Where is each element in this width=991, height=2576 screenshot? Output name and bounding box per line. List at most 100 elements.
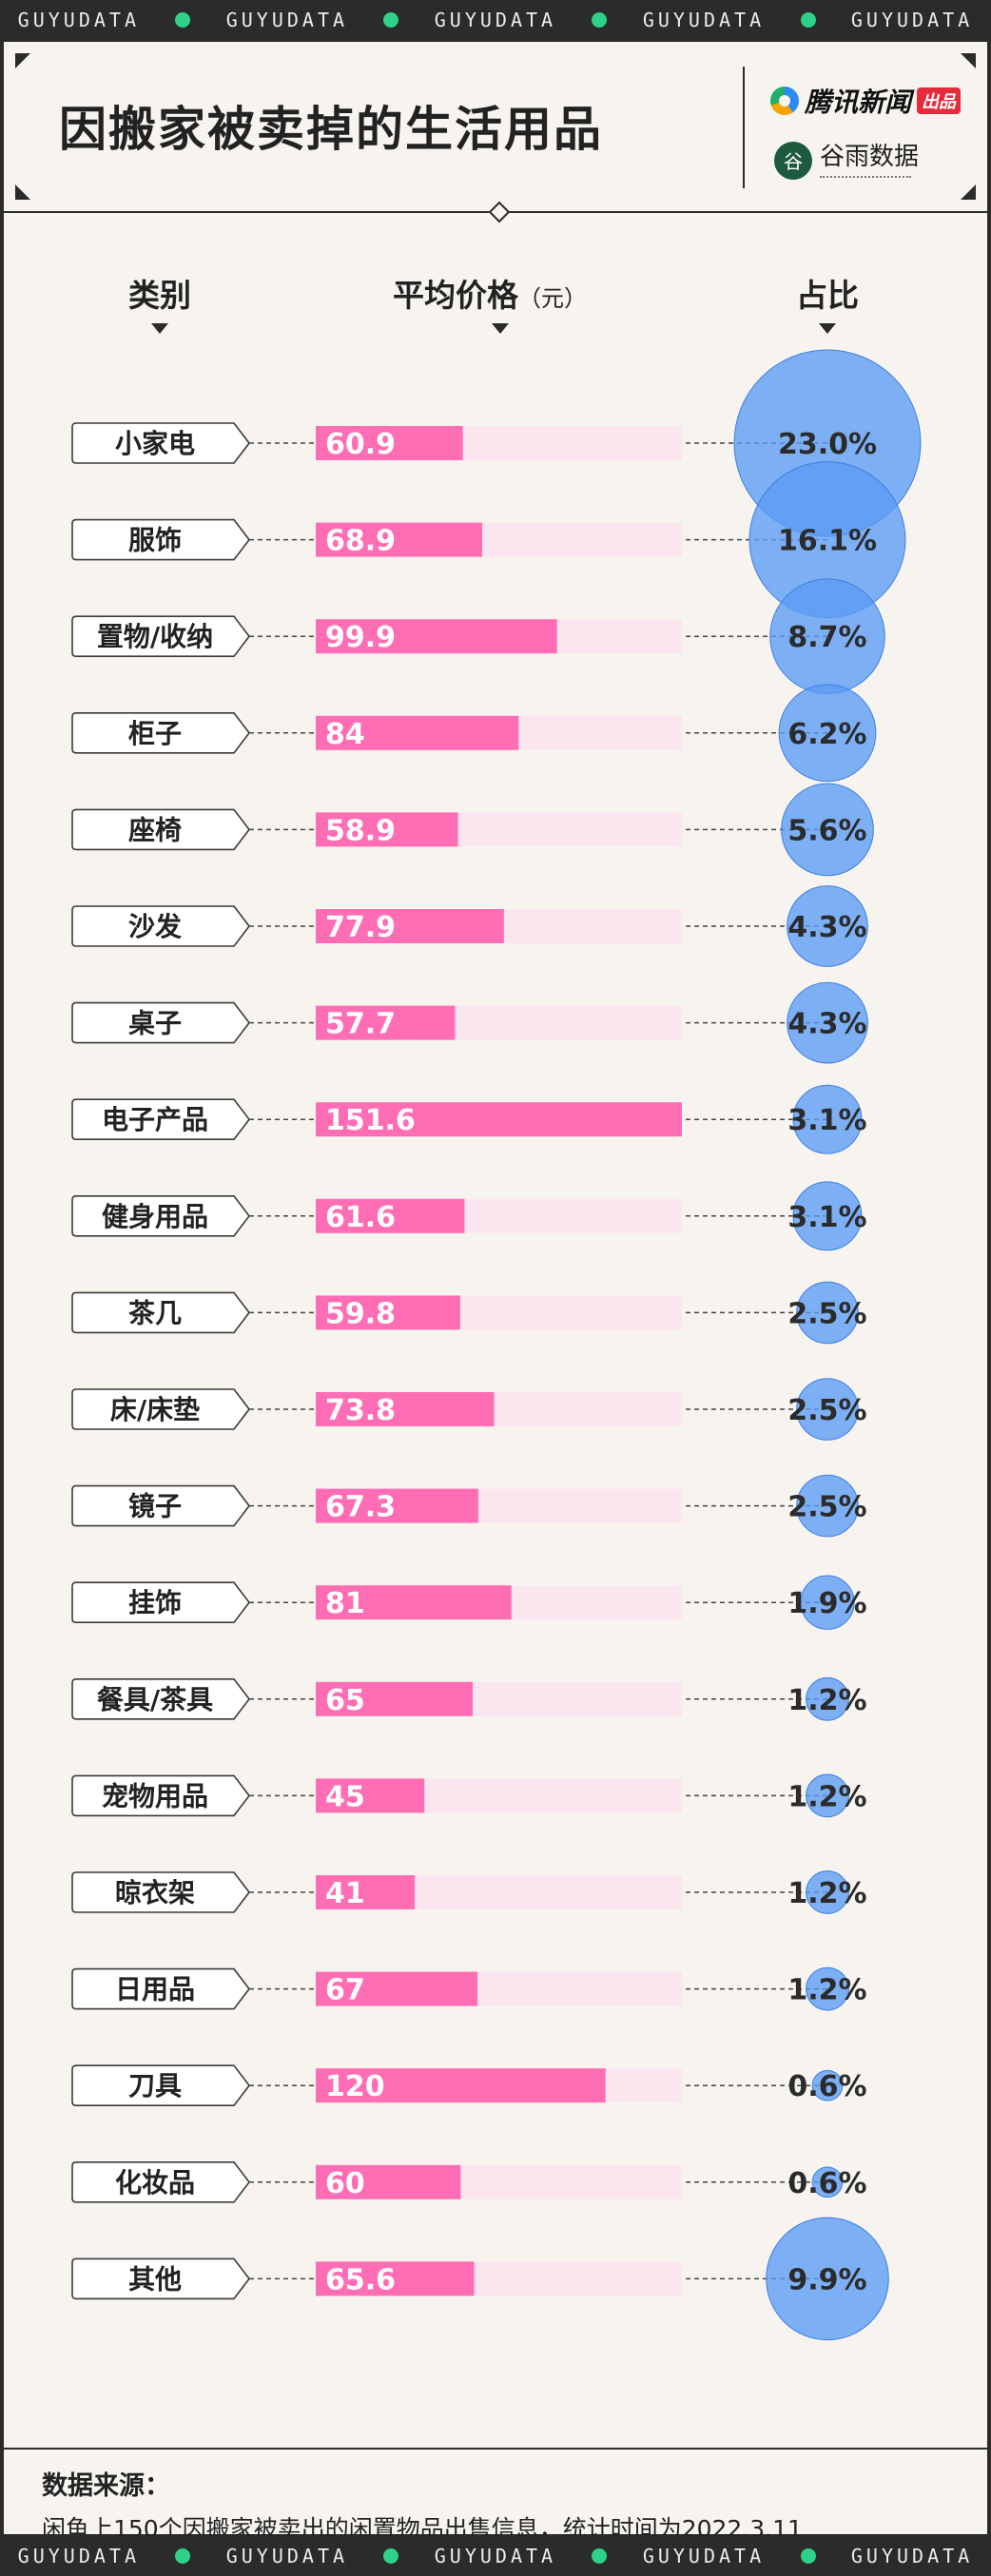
- category-label: 日用品: [115, 1974, 195, 2005]
- share-label: 16.1%: [778, 525, 877, 558]
- share-label: 0.6%: [787, 2070, 866, 2103]
- share-label: 8.7%: [787, 621, 866, 654]
- column-header-category: 类别: [128, 277, 191, 314]
- chart: 小家电服饰置物/收纳柜子座椅沙发桌子电子产品健身用品茶几床/床垫镜子挂饰餐具/茶…: [71, 349, 922, 2341]
- ribbon-dot: [800, 12, 816, 28]
- category-tags: 小家电服饰置物/收纳柜子座椅沙发桌子电子产品健身用品茶几床/床垫镜子挂饰餐具/茶…: [71, 422, 251, 2300]
- column-header-price: 平均价格（元）: [393, 277, 587, 314]
- category-tag: [71, 1678, 251, 1720]
- share-bubble: [787, 885, 868, 967]
- category-tag: [71, 712, 251, 754]
- price-label: 59.8: [325, 1297, 396, 1330]
- ribbon-dot: [800, 2548, 816, 2564]
- price-bar: [316, 1198, 465, 1233]
- category-tag: [71, 1871, 251, 1913]
- share-label: 2.5%: [787, 1491, 866, 1524]
- category-label: 化妆品: [115, 2167, 195, 2198]
- ribbon-dot: [383, 12, 399, 28]
- ribbon-item: GUYUDATA: [642, 2545, 766, 2567]
- category-tag: [71, 1001, 251, 1044]
- price-label: 73.8: [325, 1394, 396, 1427]
- share-label: 3.1%: [787, 1201, 866, 1234]
- price-bars: 60.9 68.9 99.9 84 58.9 77.9 57.7 151.6 61.6 59.8 7…: [316, 426, 682, 2296]
- ribbon-item: GUYUDATA: [225, 9, 349, 31]
- price-bar: [316, 1681, 474, 1716]
- share-bubble: [806, 1966, 849, 2011]
- ribbon-dot: [592, 2548, 608, 2564]
- category-label: 服饰: [128, 525, 182, 556]
- brand2-name: 谷雨数据: [820, 143, 920, 171]
- price-label: 45: [325, 1780, 365, 1813]
- tencent-news-logo-icon: [770, 87, 799, 115]
- share-label: 1.2%: [787, 1684, 866, 1717]
- guyu-data-brand: 谷 谷雨数据: [774, 137, 919, 184]
- category-label: 沙发: [128, 911, 182, 942]
- ribbon-item: GUYUDATA: [434, 2545, 557, 2567]
- category-label: 其他: [128, 2263, 182, 2295]
- ribbon-item: GUYUDATA: [850, 9, 974, 31]
- arrow-down-icon: [492, 323, 509, 334]
- category-label: 晾衣架: [115, 1877, 195, 1908]
- top-ribbon: GUYUDATA GUYUDATA GUYUDATA GUYUDATA GUYU…: [0, 0, 991, 40]
- category-label: 宠物用品: [102, 1780, 208, 1811]
- price-unit: （元）: [518, 285, 587, 312]
- price-label: 65.6: [325, 2263, 396, 2296]
- page-title: 因搬家被卖掉的生活用品: [59, 102, 603, 157]
- brand1-name: 腾讯新闻: [805, 87, 912, 118]
- category-tag: [71, 808, 251, 851]
- share-label: 5.6%: [787, 814, 866, 847]
- price-bar: [316, 426, 463, 460]
- price-bar: [316, 522, 482, 557]
- ribbon-dot: [592, 12, 608, 28]
- brand1-tag: 出品: [917, 87, 962, 114]
- share-label: 1.2%: [787, 1877, 866, 1910]
- category-tag: [71, 1967, 251, 2010]
- share-bubble: [796, 1281, 859, 1345]
- ribbon-item: GUYUDATA: [17, 2545, 140, 2567]
- category-label: 小家电: [115, 428, 195, 459]
- price-bar: [316, 1005, 456, 1040]
- share-bubble: [778, 684, 877, 783]
- category-tag: [71, 2064, 251, 2106]
- price-label: 84: [325, 718, 365, 751]
- share-bubble: [811, 2069, 844, 2101]
- share-bubble: [792, 1084, 863, 1154]
- poster-frame: 因搬家被卖掉的生活用品 腾讯新闻 出品 谷 谷雨数据 类别 平均价格（元） 占比…: [2, 40, 989, 2543]
- brand2-subline: [820, 176, 911, 184]
- share-bubble: [800, 1575, 855, 1630]
- price-bar: [316, 1102, 682, 1137]
- price-label: 151.6: [325, 1104, 416, 1137]
- price-label: 77.9: [325, 911, 396, 944]
- category-label: 床/床垫: [110, 1394, 200, 1425]
- arrow-down-icon: [151, 323, 168, 334]
- category-label: 镜子: [128, 1491, 182, 1522]
- category-label: 健身用品: [102, 1201, 208, 1232]
- price-bar: [316, 1585, 512, 1620]
- corner-mark: [961, 53, 976, 68]
- share-label: 4.3%: [787, 1008, 866, 1041]
- share-bubbles: [733, 349, 922, 2341]
- share-bubble: [766, 2217, 889, 2341]
- price-bar: [316, 619, 557, 654]
- share-bubble: [806, 1676, 849, 1721]
- category-tag: [71, 518, 251, 561]
- price-label: 60.9: [325, 428, 396, 461]
- category-tag: [71, 2161, 251, 2203]
- ribbon-dot: [175, 2548, 191, 2564]
- price-label: 81: [325, 1587, 365, 1620]
- share-label: 1.9%: [787, 1587, 866, 1620]
- category-label: 置物/收纳: [97, 621, 213, 652]
- price-label: 58.9: [325, 814, 396, 847]
- category-label: 茶几: [128, 1297, 182, 1328]
- share-bubble: [796, 1378, 859, 1441]
- share-label: 2.5%: [787, 1297, 866, 1330]
- price-bar: [316, 1392, 495, 1426]
- guyu-logo-icon: 谷: [774, 141, 812, 180]
- price-bar: [316, 812, 458, 847]
- category-label: 刀具: [128, 2070, 182, 2101]
- category-tag: [71, 1581, 251, 1623]
- share-bubble: [787, 981, 868, 1064]
- price-label: 99.9: [325, 621, 396, 654]
- share-label: 1.2%: [787, 1974, 866, 2007]
- brand2-text: 谷雨数据: [820, 137, 919, 184]
